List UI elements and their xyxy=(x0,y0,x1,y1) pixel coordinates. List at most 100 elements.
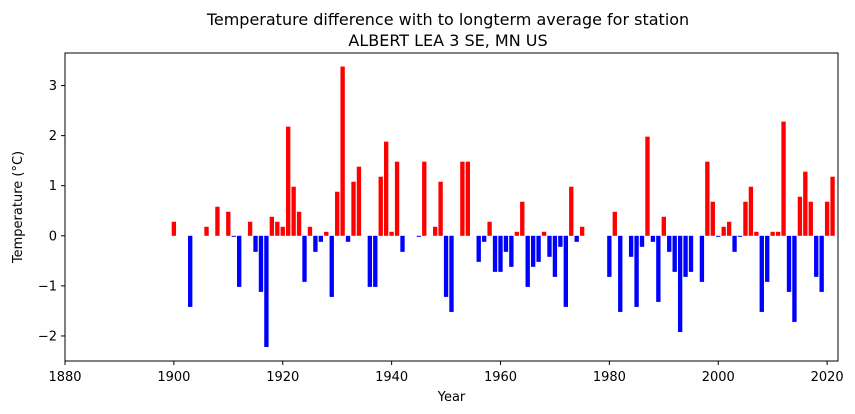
bar xyxy=(579,226,585,236)
bar xyxy=(367,235,373,287)
bar xyxy=(226,211,231,236)
y-tick-label: 1 xyxy=(49,179,57,194)
bar xyxy=(296,211,302,236)
bar xyxy=(547,235,552,257)
bar xyxy=(335,191,340,236)
bar xyxy=(264,235,269,347)
x-axis-ticks: 1880 1900 1920 1940 1960 1980 2000 2020 xyxy=(48,361,844,385)
bar xyxy=(819,235,824,292)
bar xyxy=(286,126,291,236)
bar xyxy=(541,231,547,236)
bar xyxy=(460,161,465,236)
bar xyxy=(803,171,808,236)
bar xyxy=(721,226,726,236)
bar xyxy=(345,235,351,242)
bar xyxy=(710,201,715,236)
bar xyxy=(509,235,514,267)
bar xyxy=(754,231,759,236)
bar xyxy=(726,221,732,236)
bar xyxy=(351,181,356,236)
bar xyxy=(400,235,405,252)
bar xyxy=(340,66,345,236)
bar xyxy=(716,235,721,237)
bar xyxy=(743,201,748,236)
bar xyxy=(645,136,650,236)
y-axis-label: Temperature (°C) xyxy=(11,151,26,264)
bar xyxy=(231,235,236,237)
bar xyxy=(389,231,394,236)
bar xyxy=(503,235,509,252)
bar xyxy=(378,176,383,236)
bar xyxy=(481,235,487,242)
bar xyxy=(618,235,623,312)
bar xyxy=(683,235,688,277)
bar xyxy=(824,201,830,236)
bar xyxy=(204,226,209,236)
bar xyxy=(394,161,400,236)
y-tick-label: −2 xyxy=(38,329,57,344)
x-tick-label: 1900 xyxy=(157,370,190,385)
bar xyxy=(661,216,666,236)
bar xyxy=(759,235,764,312)
x-axis-label: Year xyxy=(437,390,466,405)
bar xyxy=(465,161,470,236)
bar xyxy=(318,235,324,242)
bar xyxy=(432,226,438,236)
bar xyxy=(569,186,574,236)
x-tick-label: 1920 xyxy=(266,370,299,385)
bar xyxy=(443,235,449,297)
bar xyxy=(188,235,193,307)
bar xyxy=(356,166,362,236)
bar xyxy=(258,235,264,292)
bar xyxy=(237,235,242,287)
bar xyxy=(574,235,579,242)
bar xyxy=(775,231,781,236)
bar xyxy=(269,216,275,236)
bar xyxy=(422,161,427,236)
bar xyxy=(628,235,634,257)
bar xyxy=(253,235,258,252)
y-tick-label: 3 xyxy=(49,79,57,94)
bar xyxy=(536,235,541,262)
bar xyxy=(373,235,378,287)
bar-group xyxy=(171,66,835,347)
bar xyxy=(171,221,177,236)
bar xyxy=(438,181,443,236)
y-tick-label: −1 xyxy=(38,279,57,294)
bar xyxy=(830,176,835,236)
bar xyxy=(552,235,558,277)
bar xyxy=(808,201,813,236)
bar xyxy=(672,235,677,272)
bar xyxy=(520,201,525,236)
bar xyxy=(656,235,661,302)
bar xyxy=(677,235,683,332)
bar xyxy=(792,235,797,322)
bar xyxy=(307,226,313,236)
bar xyxy=(770,231,775,236)
bar xyxy=(487,221,492,236)
bar xyxy=(416,235,422,237)
bar xyxy=(329,235,334,297)
chart-title-line2: ALBERT LEA 3 SE, MN US xyxy=(348,31,547,50)
bar xyxy=(688,235,694,272)
bar xyxy=(607,235,612,277)
bar xyxy=(705,161,710,236)
y-axis-ticks: −2 −1 0 1 2 3 xyxy=(38,79,65,344)
bar xyxy=(302,235,307,282)
bar xyxy=(765,235,770,282)
bar xyxy=(634,235,639,307)
bar xyxy=(667,235,672,252)
bar xyxy=(247,221,253,236)
bar xyxy=(291,186,296,236)
bar xyxy=(280,226,285,236)
bar xyxy=(732,235,737,252)
bar xyxy=(384,141,389,236)
plot-frame xyxy=(64,52,839,362)
x-tick-label: 1960 xyxy=(484,370,517,385)
bar xyxy=(786,235,792,292)
bar xyxy=(558,235,563,247)
bar xyxy=(639,235,645,247)
bar xyxy=(612,211,617,236)
x-tick-label: 1880 xyxy=(48,370,81,385)
